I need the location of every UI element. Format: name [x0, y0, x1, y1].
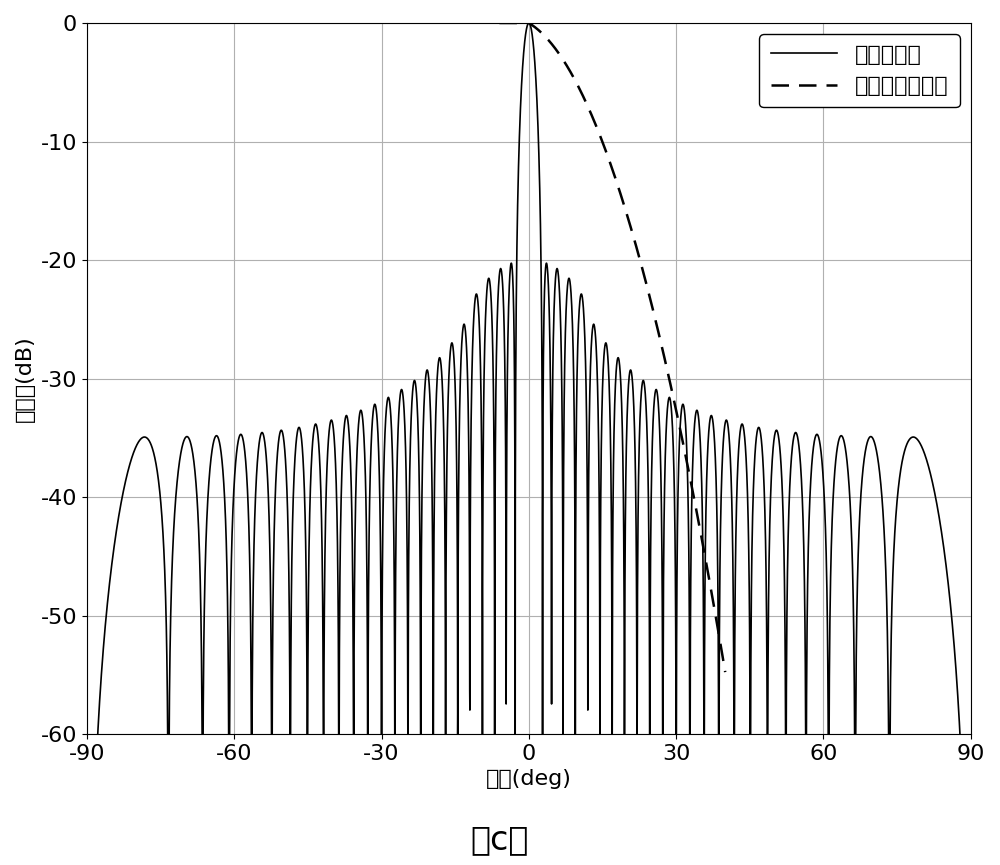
Line: 赋形方向图: 赋形方向图: [87, 23, 971, 793]
Y-axis label: 波瓣图(dB): 波瓣图(dB): [15, 336, 35, 422]
赋形方向图: [523, 18, 535, 29]
要求的赋形曲线: [611, 178, 623, 189]
赋形方向图: [419, 387, 431, 397]
赋形方向图: [965, 788, 977, 798]
Text: （c）: （c）: [471, 823, 529, 856]
赋形方向图: [656, 547, 668, 557]
Legend: 赋形方向图, 要求的赋形曲线: 赋形方向图, 要求的赋形曲线: [759, 34, 960, 107]
赋形方向图: [808, 439, 820, 450]
赋形方向图: [241, 484, 253, 495]
赋形方向图: [741, 465, 753, 475]
X-axis label: 角度(deg): 角度(deg): [486, 770, 572, 790]
赋形方向图: [611, 356, 623, 366]
Line: 要求的赋形曲线: 要求的赋形曲线: [499, 23, 725, 672]
要求的赋形曲线: [656, 341, 668, 351]
赋形方向图: [81, 788, 93, 798]
